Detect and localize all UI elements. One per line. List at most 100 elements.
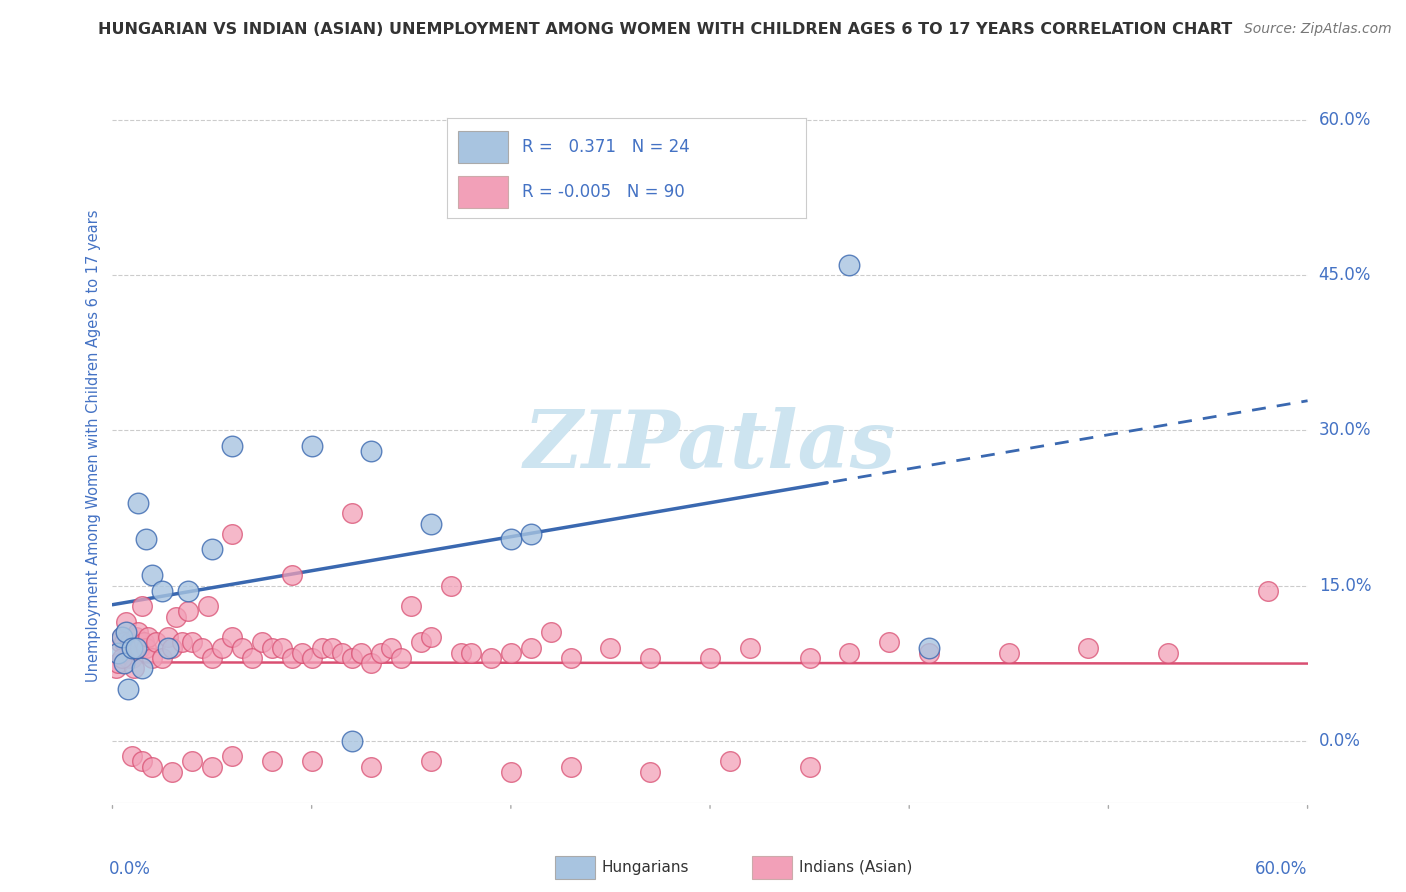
Point (1157, 646, 1180, 660)
Point (110, 635, 132, 649)
Point (172, 635, 194, 649)
Text: ZIPatlas: ZIPatlas (524, 408, 896, 484)
Point (321, 640, 343, 655)
Point (211, 640, 233, 655)
Point (141, 568, 163, 582)
Point (131, 755, 153, 769)
Point (157, 640, 180, 655)
Point (380, 640, 402, 655)
Point (260, 755, 283, 769)
Point (117, 651, 139, 665)
Point (240, 651, 263, 665)
Point (250, 635, 273, 649)
Point (201, 542, 224, 557)
Point (111, 651, 134, 665)
Point (191, 640, 214, 655)
Text: 60.0%: 60.0% (1256, 860, 1308, 878)
Point (181, 635, 204, 649)
Point (201, 759, 224, 773)
Point (340, 651, 363, 665)
Point (145, 635, 167, 649)
Point (460, 646, 482, 660)
Point (270, 640, 292, 655)
Point (162, 764, 183, 779)
Point (420, 630, 443, 644)
Point (105, 661, 128, 675)
Point (420, 516, 443, 531)
Y-axis label: Unemployment Among Women with Children Ages 6 to 17 years: Unemployment Among Women with Children A… (86, 210, 101, 682)
Point (115, 625, 138, 640)
Point (177, 605, 200, 619)
Point (138, 630, 160, 644)
Point (127, 625, 149, 640)
Point (360, 444, 382, 458)
Point (134, 635, 156, 649)
Point (340, 733, 363, 747)
Text: Indians (Asian): Indians (Asian) (799, 860, 912, 874)
Point (401, 599, 423, 614)
Point (117, 681, 139, 696)
Point (114, 635, 135, 649)
Text: 60.0%: 60.0% (1319, 112, 1371, 129)
Point (360, 656, 382, 670)
Point (499, 532, 522, 546)
Point (560, 759, 582, 773)
Text: Source: ZipAtlas.com: Source: ZipAtlas.com (1244, 22, 1392, 37)
Text: 0.0%: 0.0% (1319, 731, 1361, 750)
Point (165, 609, 187, 624)
Point (560, 651, 582, 665)
Point (177, 583, 200, 598)
Point (998, 646, 1021, 660)
Point (131, 661, 153, 675)
Point (1257, 583, 1279, 598)
Point (157, 630, 180, 644)
Point (799, 651, 821, 665)
Point (330, 646, 353, 660)
Point (201, 651, 224, 665)
Text: Hungarians: Hungarians (602, 860, 689, 874)
Point (135, 532, 157, 546)
Point (877, 635, 900, 649)
Point (121, 640, 143, 655)
Point (838, 258, 860, 272)
Point (340, 506, 363, 520)
Point (699, 651, 721, 665)
Text: 45.0%: 45.0% (1319, 267, 1371, 285)
Point (121, 749, 143, 764)
Point (141, 759, 163, 773)
Point (281, 568, 304, 582)
Point (301, 439, 323, 453)
Point (918, 640, 941, 655)
Point (141, 651, 163, 665)
Point (599, 640, 621, 655)
Point (520, 640, 543, 655)
Point (162, 640, 183, 655)
Point (150, 583, 173, 598)
Point (1077, 640, 1099, 655)
Point (111, 630, 134, 644)
Point (127, 496, 149, 510)
Point (291, 646, 314, 660)
Point (135, 640, 157, 655)
Point (301, 755, 323, 769)
Point (131, 599, 153, 614)
Point (360, 759, 382, 773)
Text: 30.0%: 30.0% (1319, 422, 1371, 440)
Point (838, 646, 860, 660)
Point (499, 646, 522, 660)
Point (718, 755, 741, 769)
Point (121, 651, 143, 665)
Point (499, 764, 522, 779)
Point (231, 640, 253, 655)
Point (350, 646, 373, 660)
Point (181, 755, 204, 769)
Point (520, 527, 543, 541)
Point (799, 759, 821, 773)
Point (281, 651, 304, 665)
Point (221, 527, 243, 541)
Point (115, 615, 138, 629)
Point (389, 651, 412, 665)
Point (221, 749, 243, 764)
Point (311, 640, 333, 655)
Point (107, 646, 129, 660)
